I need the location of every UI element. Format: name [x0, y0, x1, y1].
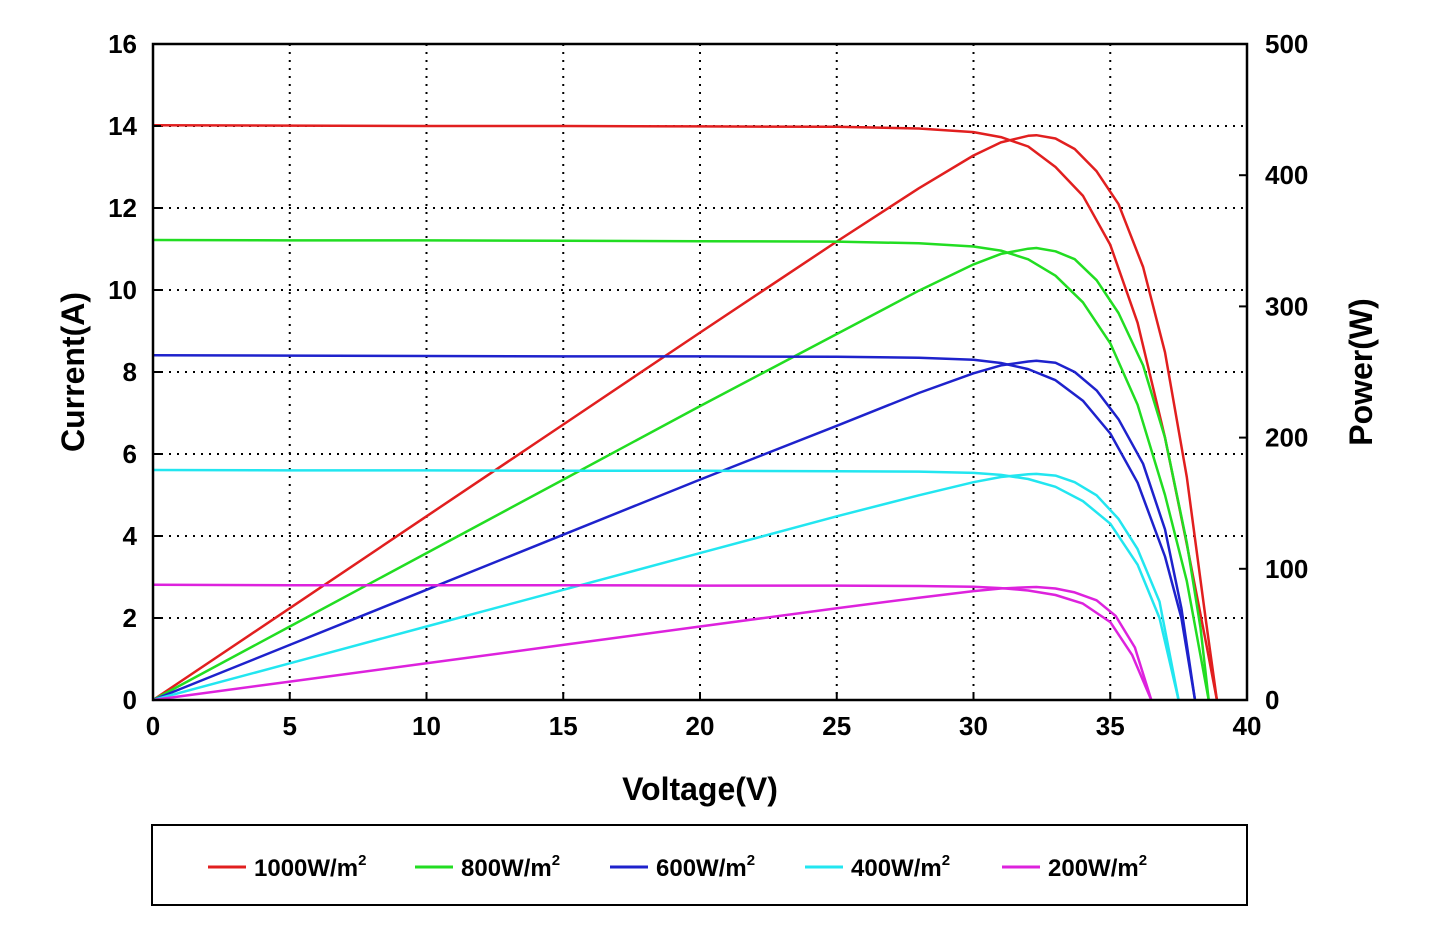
iv-curve-800wm	[152, 238, 1210, 701]
pv-curve-1000wm	[152, 133, 1219, 702]
legend-items: 1000W/m2 800W/m2 600W/m2 400W/m2 200W/m2	[208, 852, 1147, 882]
y2-tick-label: 500	[1265, 29, 1308, 59]
legend-label: 400W/m2	[851, 852, 950, 882]
legend-item: 200W/m2	[1002, 852, 1147, 882]
y-tick-label: 8	[123, 357, 137, 387]
x-tick-label: 20	[686, 711, 715, 741]
x-tick-label: 0	[146, 711, 160, 741]
y2-tick-label: 300	[1265, 291, 1308, 321]
iv-curve-400wm	[152, 468, 1180, 701]
pv-curve-800wm	[152, 246, 1210, 702]
iv-curve-600wm	[152, 353, 1197, 701]
iv-curve-200wm	[152, 583, 1153, 701]
x-tick-label: 25	[822, 711, 851, 741]
y-tick-label: 14	[108, 111, 137, 141]
y2-axis-title: Power(W)	[1343, 298, 1379, 446]
y2-tick-label: 200	[1265, 423, 1308, 453]
series-lines	[152, 123, 1219, 702]
pv-curve-400wm	[152, 472, 1180, 702]
y-tick-label: 4	[123, 521, 138, 551]
y-axis-title: Current(A)	[55, 292, 91, 452]
legend-box	[151, 824, 1248, 906]
x-tick-label: 10	[412, 711, 441, 741]
y-tick-label: 2	[123, 603, 137, 633]
legend: 1000W/m2 800W/m2 600W/m2 400W/m2 200W/m2	[151, 824, 1248, 906]
legend-label: 200W/m2	[1048, 852, 1147, 882]
legend-label: 600W/m2	[656, 852, 755, 882]
x-tick-label: 35	[1096, 711, 1125, 741]
legend-item: 400W/m2	[805, 852, 950, 882]
x-tick-label: 5	[283, 711, 297, 741]
y2-tick-label: 400	[1265, 160, 1308, 190]
y-tick-label: 16	[108, 29, 137, 59]
x-tick-label: 40	[1233, 711, 1262, 741]
x-tick-label: 15	[549, 711, 578, 741]
legend-item: 1000W/m2	[208, 852, 366, 882]
legend-label: 800W/m2	[461, 852, 560, 882]
y-tick-label: 0	[123, 685, 137, 715]
x-tick-label: 30	[959, 711, 988, 741]
pv-curve-200wm	[152, 585, 1153, 702]
y-tick-label: 10	[108, 275, 137, 305]
axis-ticks: 0 5 10 15 20 25 30 35 40024681012141601002003004…	[108, 29, 1308, 741]
legend-item: 600W/m2	[610, 852, 755, 882]
y2-tick-label: 100	[1265, 554, 1308, 584]
pv-curve-600wm	[152, 359, 1197, 702]
x-axis-title: Voltage(V)	[622, 771, 778, 807]
legend-item: 800W/m2	[415, 852, 560, 882]
y2-tick-label: 0	[1265, 685, 1279, 715]
y-tick-label: 12	[108, 193, 137, 223]
legend-label: 1000W/m2	[254, 852, 366, 882]
y-tick-label: 6	[123, 439, 137, 469]
